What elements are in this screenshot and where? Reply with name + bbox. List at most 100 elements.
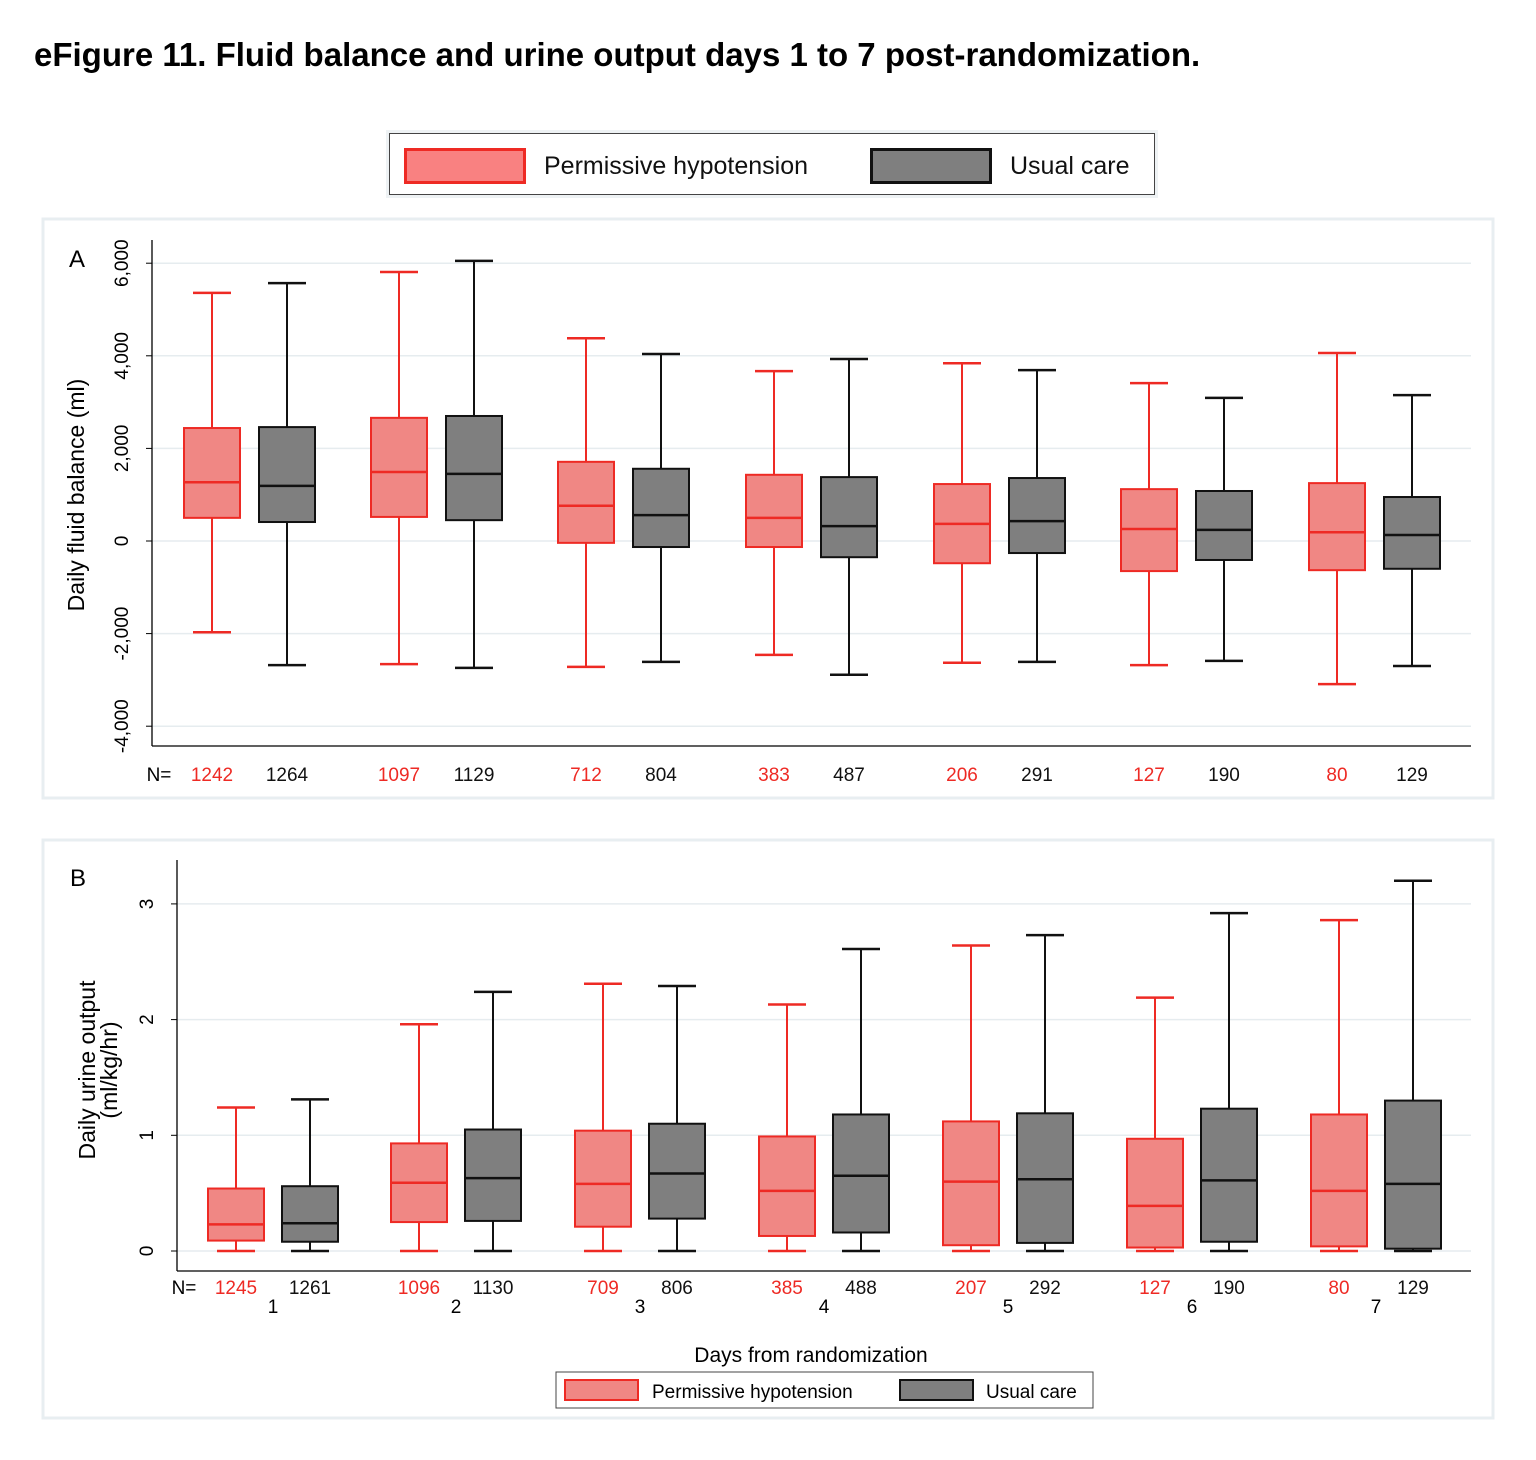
n-label: 385 — [771, 1278, 803, 1299]
box-permissive-hypotension-day-7 — [1310, 918, 1368, 1253]
box-usual-care-day-7 — [1383, 393, 1441, 668]
iqr-box — [258, 426, 316, 524]
n-label: 129 — [1396, 765, 1428, 786]
panel-frame — [41, 838, 1495, 1420]
legend-top: Permissive hypotension Usual care — [386, 130, 1158, 198]
n-prefix: N= — [147, 765, 172, 786]
y-tick-label: 6,000 — [112, 239, 133, 287]
box-permissive-hypotension-day-3 — [574, 982, 632, 1253]
n-label: 127 — [1133, 765, 1165, 786]
iqr-box — [1126, 1137, 1184, 1249]
legend-swatch-usual-care — [899, 1379, 974, 1401]
x-tick-label: 1 — [268, 1297, 279, 1318]
box-permissive-hypotension-day-2 — [370, 270, 428, 666]
n-label: 488 — [845, 1278, 877, 1299]
x-axis-title: Days from randomization — [694, 1344, 927, 1367]
iqr-box — [745, 473, 803, 549]
n-label: 804 — [645, 765, 677, 786]
n-label: 1096 — [398, 1278, 440, 1299]
legend-swatch-permissive-hypotension — [404, 148, 526, 184]
n-label: 709 — [587, 1278, 619, 1299]
box-permissive-hypotension-day-1 — [207, 1106, 265, 1253]
iqr-box — [183, 427, 241, 519]
n-label: 292 — [1029, 1278, 1061, 1299]
box-permissive-hypotension-day-7 — [1308, 351, 1366, 686]
n-label: 129 — [1397, 1278, 1429, 1299]
n-label: 80 — [1328, 1278, 1349, 1299]
box-usual-care-day-4 — [820, 357, 878, 677]
iqr-box — [281, 1185, 339, 1243]
box-usual-care-day-2 — [445, 259, 503, 670]
y-tick-label: 4,000 — [112, 332, 133, 380]
n-label: 712 — [570, 765, 602, 786]
box-permissive-hypotension-day-1 — [183, 291, 241, 634]
box-permissive-hypotension-day-2 — [390, 1022, 448, 1253]
iqr-box — [1008, 477, 1066, 555]
box-usual-care-day-1 — [281, 1098, 339, 1253]
n-prefix: N= — [172, 1278, 197, 1299]
iqr-box — [1308, 482, 1366, 572]
box-permissive-hypotension-day-6 — [1126, 996, 1184, 1253]
n-label: 1129 — [454, 765, 495, 786]
panel-label: A — [69, 246, 85, 273]
y-tick-label: 3 — [137, 899, 158, 910]
iqr-box — [632, 467, 690, 549]
box-permissive-hypotension-day-5 — [942, 944, 1000, 1253]
legend-label-permissive-hypotension: Permissive hypotension — [652, 1382, 853, 1403]
x-tick-label: 7 — [1371, 1297, 1382, 1318]
n-label: 190 — [1213, 1278, 1245, 1299]
n-label: 487 — [833, 765, 865, 786]
box-usual-care-day-3 — [648, 984, 706, 1253]
x-tick-label: 3 — [635, 1297, 646, 1318]
box-usual-care-day-6 — [1200, 911, 1258, 1253]
legend-swatch-permissive-hypotension — [564, 1379, 639, 1401]
box-permissive-hypotension-day-3 — [557, 336, 615, 669]
n-label: 1242 — [191, 765, 233, 786]
n-label: 1097 — [378, 765, 420, 786]
n-label: 1245 — [215, 1278, 257, 1299]
iqr-box — [832, 1113, 890, 1234]
x-tick-label: 2 — [451, 1297, 462, 1318]
iqr-box — [445, 414, 503, 522]
box-permissive-hypotension-day-6 — [1120, 381, 1178, 667]
n-label: 1264 — [266, 765, 309, 786]
n-label: 806 — [661, 1278, 693, 1299]
box-usual-care-day-7 — [1384, 879, 1442, 1253]
y-axis-title: Daily fluid balance (ml) — [63, 379, 89, 612]
figure-title: eFigure 11. Fluid balance and urine outp… — [34, 36, 1201, 73]
box-usual-care-day-3 — [632, 352, 690, 664]
legend-swatch-usual-care — [870, 148, 992, 184]
y-axis-title: (ml/kg/hr) — [96, 1021, 122, 1118]
y-tick-label: -2,000 — [112, 607, 133, 661]
iqr-box — [1383, 496, 1441, 570]
iqr-box — [942, 1120, 1000, 1247]
n-label: 80 — [1326, 765, 1347, 786]
box-permissive-hypotension-day-4 — [758, 1003, 816, 1253]
iqr-box — [758, 1135, 816, 1237]
iqr-box — [1195, 489, 1253, 561]
legend-label-usual-care: Usual care — [1010, 152, 1130, 180]
y-tick-label: -4,000 — [112, 699, 133, 753]
y-axis-title: Daily urine output — [74, 980, 100, 1160]
iqr-box — [1384, 1099, 1442, 1250]
iqr-box — [648, 1122, 706, 1220]
n-label: 291 — [1021, 765, 1053, 786]
iqr-box — [557, 460, 615, 544]
box-permissive-hypotension-day-5 — [933, 361, 991, 665]
n-label: 383 — [758, 765, 790, 786]
panel-label: B — [70, 865, 86, 892]
legend-label-usual-care: Usual care — [986, 1382, 1077, 1403]
n-label: 207 — [955, 1278, 987, 1299]
iqr-box — [207, 1187, 265, 1242]
x-tick-label: 4 — [819, 1297, 830, 1318]
x-tick-label: 5 — [1003, 1297, 1014, 1318]
box-usual-care-day-1 — [258, 281, 316, 667]
box-usual-care-day-5 — [1008, 368, 1066, 664]
x-tick-label: 6 — [1187, 1297, 1198, 1318]
y-tick-label: 0 — [112, 536, 133, 547]
iqr-box — [1310, 1113, 1368, 1248]
legend-frame — [555, 1371, 1094, 1409]
iqr-box — [574, 1129, 632, 1228]
